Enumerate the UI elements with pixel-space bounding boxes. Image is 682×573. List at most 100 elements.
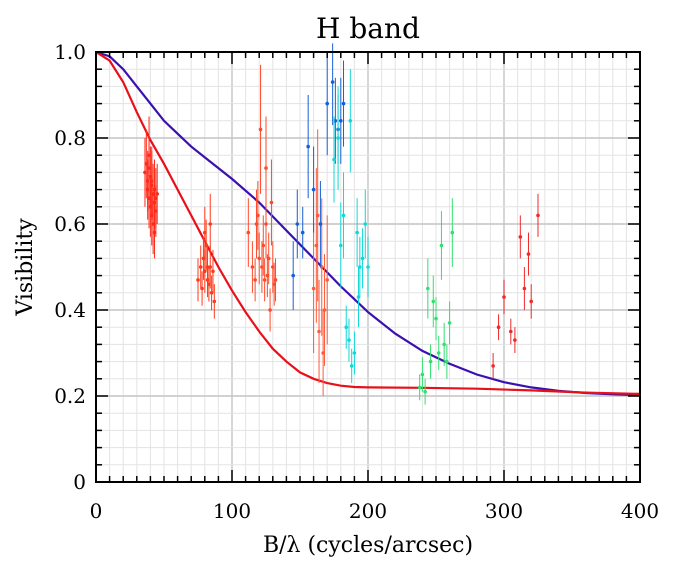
series-data-group-8 (491, 193, 540, 379)
data-point (208, 265, 213, 269)
series-line (95, 50, 641, 397)
series-data-group-2 (196, 193, 217, 319)
y-tick-label: 0.4 (54, 298, 86, 322)
data-point (356, 295, 361, 299)
data-point (339, 243, 343, 248)
data-point (349, 364, 354, 368)
data-point (317, 329, 321, 334)
data-point (352, 351, 357, 355)
data-point (496, 325, 501, 330)
data-point (426, 286, 430, 291)
data-point (536, 213, 540, 218)
data-point (344, 325, 349, 330)
data-point (198, 265, 203, 269)
data-point (315, 213, 320, 218)
data-point (261, 243, 266, 248)
data-point (264, 166, 268, 170)
data-point (450, 230, 455, 235)
data-point (434, 316, 438, 321)
data-point (341, 101, 346, 106)
data-point (200, 286, 204, 291)
data-point (332, 157, 336, 162)
data-point (439, 243, 444, 248)
data-point (295, 222, 300, 226)
data-point (273, 278, 278, 282)
series-data-group-6 (332, 69, 370, 384)
data-point (155, 192, 159, 196)
data-point (436, 351, 441, 355)
data-point (348, 119, 353, 123)
data-point (366, 265, 370, 269)
data-point (264, 222, 268, 226)
data-point (246, 230, 251, 235)
data-point (256, 213, 260, 218)
data-point (513, 338, 517, 342)
data-point (330, 80, 335, 84)
y-tick-label: 0.8 (54, 126, 86, 150)
data-point (417, 385, 422, 390)
series-data-group-7 (417, 198, 455, 405)
data-point (428, 359, 433, 364)
data-point (447, 321, 452, 325)
data-point (306, 144, 310, 149)
data-point (420, 372, 425, 377)
data-point (321, 351, 325, 355)
series-data-group-1 (143, 116, 159, 259)
data-point (325, 101, 330, 106)
series-model-red- (95, 51, 641, 395)
data-point (300, 230, 305, 235)
series-data-group-5 (291, 43, 346, 310)
data-point (257, 256, 262, 261)
data-point (250, 265, 255, 269)
data-point (291, 273, 296, 278)
data-point (360, 256, 365, 261)
series-data-group-3 (246, 64, 278, 332)
data-point (208, 222, 213, 226)
data-point (491, 364, 495, 368)
data-point (262, 278, 267, 282)
y-tick-label: 0.6 (54, 212, 86, 236)
data-point (363, 222, 368, 226)
series-model-blue- (95, 50, 641, 397)
series-data-group-4 (311, 129, 330, 396)
ticks: 0 100 200 300 400 0 0.2 0.4 0.6 0.8 1.0 (54, 40, 659, 523)
series-line (95, 51, 641, 395)
data-point (258, 127, 263, 132)
data-point (203, 230, 207, 235)
data-point (431, 299, 436, 304)
y-tick-label: 0 (73, 470, 86, 494)
series-layer (95, 43, 641, 405)
data-point (522, 286, 527, 291)
y-axis-label: Visibility (13, 218, 38, 317)
data-point (423, 389, 427, 394)
x-tick-label: 300 (485, 499, 523, 523)
data-point (445, 359, 449, 364)
data-point (253, 278, 257, 282)
data-point (152, 230, 157, 235)
data-point (269, 200, 274, 205)
data-point (149, 179, 154, 183)
data-point (268, 308, 272, 312)
x-tick-label: 200 (349, 499, 387, 523)
data-point (336, 136, 340, 140)
data-point (196, 278, 200, 282)
data-point (311, 286, 316, 291)
data-point (526, 252, 531, 256)
data-point (266, 256, 271, 261)
x-tick-label: 0 (90, 499, 103, 523)
y-tick-label: 0.2 (54, 384, 86, 408)
data-point (339, 119, 343, 123)
data-point (325, 278, 330, 282)
y-tick-label: 1.0 (54, 40, 86, 64)
data-point (529, 299, 533, 304)
data-point (347, 338, 351, 342)
data-point (341, 213, 346, 218)
chart-title: H band (316, 12, 420, 45)
x-tick-label: 100 (213, 499, 251, 523)
data-point (311, 187, 316, 192)
data-point (318, 222, 323, 226)
data-point (355, 230, 359, 235)
x-axis-label: B/λ (cycles/arcsec) (263, 533, 473, 558)
data-point (442, 342, 446, 347)
